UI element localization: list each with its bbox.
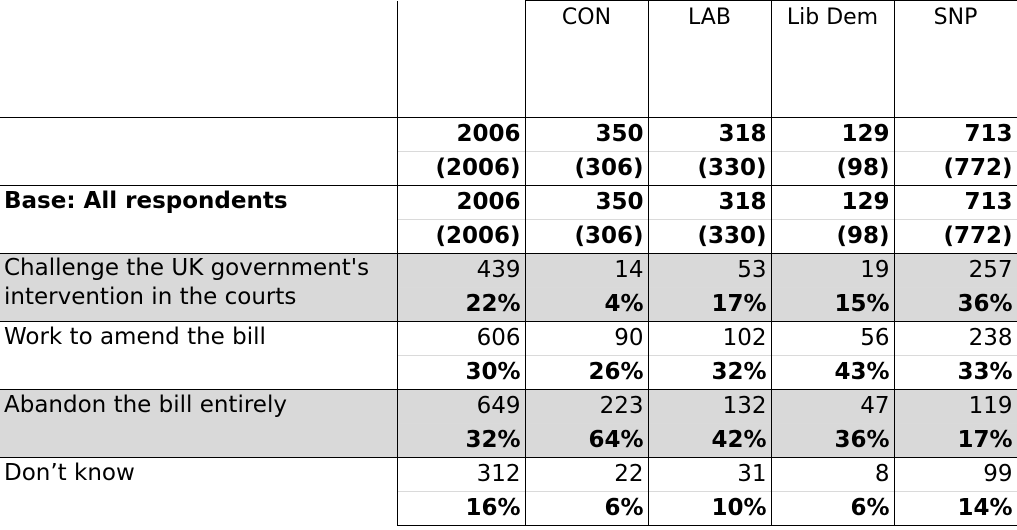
row-label-line: Challenge the UK government's — [4, 255, 370, 281]
row-label: Work to amend the bill — [0, 321, 398, 390]
weighted-cell: (306) — [524, 219, 649, 254]
count-cell: 439 — [396, 253, 526, 288]
table-row: Base: All respondents 2006 350 318 129 7… — [0, 185, 1017, 254]
count-cell: 56 — [770, 321, 895, 356]
weighted-cell: (772) — [893, 219, 1017, 254]
count-cell: 31 — [647, 457, 772, 492]
weighted-cell: (772) — [893, 151, 1017, 186]
percent-cell: 30% — [396, 355, 526, 390]
count-cell: 350 — [524, 185, 649, 220]
count-cell: 649 — [396, 389, 526, 424]
count-cell: 606 — [396, 321, 526, 356]
weighted-cell: (306) — [524, 151, 649, 186]
count-cell: 350 — [524, 117, 649, 152]
count-cell: 238 — [893, 321, 1017, 356]
count-cell: 2006 — [396, 185, 526, 220]
count-cell: 223 — [524, 389, 649, 424]
row-label: Don’t know — [0, 457, 398, 526]
header-row: CON LAB Lib Dem SNP — [0, 0, 1017, 118]
header-con: CON — [524, 0, 649, 118]
percent-cell: 43% — [770, 355, 895, 390]
count-cell: 22 — [524, 457, 649, 492]
percent-cell: 32% — [396, 423, 526, 458]
count-cell: 713 — [893, 185, 1017, 220]
count-cell: 47 — [770, 389, 895, 424]
weighted-cell: (330) — [647, 151, 772, 186]
table-row: 32% 64% 42% 36% 17% — [0, 423, 1017, 458]
percent-cell: 36% — [893, 287, 1017, 322]
count-cell: 318 — [647, 185, 772, 220]
count-cell: 119 — [893, 389, 1017, 424]
percent-cell: 33% — [893, 355, 1017, 390]
count-cell: 2006 — [396, 117, 526, 152]
count-cell: 257 — [893, 253, 1017, 288]
count-cell: 8 — [770, 457, 895, 492]
percent-cell: 36% — [770, 423, 895, 458]
weighted-cell: (330) — [647, 219, 772, 254]
count-cell: 312 — [396, 457, 526, 492]
count-cell: 14 — [524, 253, 649, 288]
table-row: Work to amend the bill 606 90 102 56 238 — [0, 321, 1017, 390]
table-row: Challenge the UK government's interventi… — [0, 253, 1017, 322]
percent-cell: 6% — [524, 491, 649, 526]
percent-cell: 10% — [647, 491, 772, 526]
weighted-cell: (98) — [770, 151, 895, 186]
row-label-line: intervention in the courts — [4, 284, 297, 310]
percent-cell: 26% — [524, 355, 649, 390]
count-cell: 713 — [893, 117, 1017, 152]
count-cell: 318 — [647, 117, 772, 152]
table-row: 30% 26% 32% 43% 33% — [0, 355, 1017, 390]
header-snp: SNP — [893, 0, 1017, 118]
row-label: Challenge the UK government's interventi… — [0, 253, 398, 322]
count-cell: 102 — [647, 321, 772, 356]
count-cell: 90 — [524, 321, 649, 356]
table-row: 22% 4% 17% 15% 36% — [0, 287, 1017, 322]
table-row: Don’t know 312 22 31 8 99 — [0, 457, 1017, 526]
percent-cell: 15% — [770, 287, 895, 322]
row-label: Base: All respondents — [0, 185, 398, 254]
table-row: 2006 350 318 129 713 — [0, 117, 1017, 186]
percent-cell: 4% — [524, 287, 649, 322]
percent-cell: 64% — [524, 423, 649, 458]
count-cell: 53 — [647, 253, 772, 288]
count-cell: 129 — [770, 185, 895, 220]
table-row: 16% 6% 10% 6% 14% — [0, 491, 1017, 526]
percent-cell: 42% — [647, 423, 772, 458]
percent-cell: 32% — [647, 355, 772, 390]
header-lab: LAB — [647, 0, 772, 118]
percent-cell: 14% — [893, 491, 1017, 526]
percent-cell: 22% — [396, 287, 526, 322]
weighted-cell: (98) — [770, 219, 895, 254]
count-cell: 129 — [770, 117, 895, 152]
count-cell: 132 — [647, 389, 772, 424]
percent-cell: 6% — [770, 491, 895, 526]
percent-cell: 16% — [396, 491, 526, 526]
weighted-cell: (2006) — [396, 151, 526, 186]
table-row: Abandon the bill entirely 649 223 132 47… — [0, 389, 1017, 458]
header-libdem: Lib Dem — [770, 0, 895, 118]
count-cell: 99 — [893, 457, 1017, 492]
weighted-cell: (2006) — [396, 219, 526, 254]
percent-cell: 17% — [893, 423, 1017, 458]
percent-cell: 17% — [647, 287, 772, 322]
count-cell: 19 — [770, 253, 895, 288]
header-label-cell — [0, 0, 398, 118]
header-total-cell — [396, 0, 526, 118]
row-label — [0, 117, 398, 186]
row-label: Abandon the bill entirely — [0, 389, 398, 458]
